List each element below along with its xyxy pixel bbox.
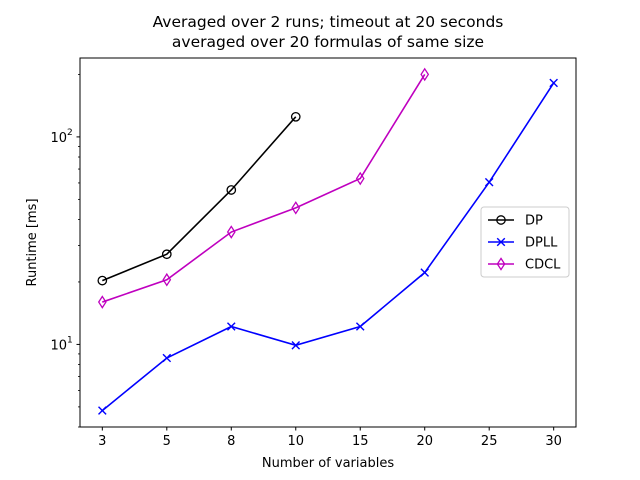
legend-label: DPLL [525, 236, 558, 251]
x-tick-label: 25 [481, 434, 498, 449]
data-point [355, 322, 365, 331]
data-point [355, 171, 365, 186]
x-tick-label: 20 [416, 434, 433, 449]
legend-entry: DPLL [488, 236, 558, 251]
data-point [549, 78, 558, 88]
x-tick-label: 30 [545, 434, 562, 449]
data-point [290, 111, 301, 122]
x-tick-label: 3 [98, 434, 106, 449]
data-point-stroke [226, 322, 236, 331]
series-lines [97, 67, 558, 415]
data-point-stroke [549, 78, 558, 88]
y-tick-label: 10 [50, 338, 67, 353]
data-point [161, 249, 172, 260]
legend-box [480, 206, 570, 278]
series-line [101, 82, 555, 412]
x-axis-label: Number of variables [262, 456, 394, 471]
chart-title-line: averaged over 20 formulas of same size [172, 33, 484, 51]
data-point-stroke [291, 341, 301, 350]
x-tick-label: 5 [163, 434, 171, 449]
y-tick-exponent: 2 [67, 128, 73, 138]
y-axis-label: Runtime [ms] [25, 198, 40, 286]
chart-title: Averaged over 2 runs; timeout at 20 seco… [153, 13, 504, 51]
data-point-stroke [420, 268, 430, 277]
legend: DP DPLL CDCL [480, 206, 570, 278]
data-point-stroke [355, 322, 365, 331]
data-point [97, 275, 108, 286]
series-cdcl [97, 67, 430, 309]
data-point [484, 177, 494, 187]
x-tick-label: 8 [227, 434, 235, 449]
data-point [496, 215, 506, 225]
data-point [226, 185, 237, 195]
data-point [291, 341, 301, 350]
data-point [420, 268, 430, 277]
legend-label: CDCL [525, 258, 561, 273]
series-line [102, 74, 426, 303]
data-point [496, 237, 506, 247]
data-point-stroke [98, 406, 107, 415]
legend-entry: CDCL [488, 257, 561, 273]
data-point [496, 257, 506, 271]
legend-entry: DP [488, 214, 543, 229]
chart-title-line: Averaged over 2 runs; timeout at 20 seco… [153, 13, 504, 31]
data-point [162, 272, 172, 287]
data-point [291, 201, 301, 215]
data-point-stroke [484, 177, 494, 187]
data-point [226, 322, 236, 331]
y-tick-label: 10 [50, 131, 67, 146]
data-point-stroke [162, 353, 172, 363]
series-line [102, 116, 297, 282]
data-point-stroke [496, 237, 506, 247]
data-point [162, 353, 172, 363]
data-point [420, 67, 430, 82]
x-tick-label: 10 [287, 434, 304, 449]
data-point [98, 406, 107, 415]
y-tick-exponent: 1 [67, 335, 73, 345]
legend-label: DP [525, 214, 543, 229]
data-point [226, 225, 236, 239]
x-tick-label: 15 [352, 434, 369, 449]
series-dpll [98, 78, 558, 415]
data-point [97, 295, 107, 309]
series-dp [97, 111, 301, 286]
